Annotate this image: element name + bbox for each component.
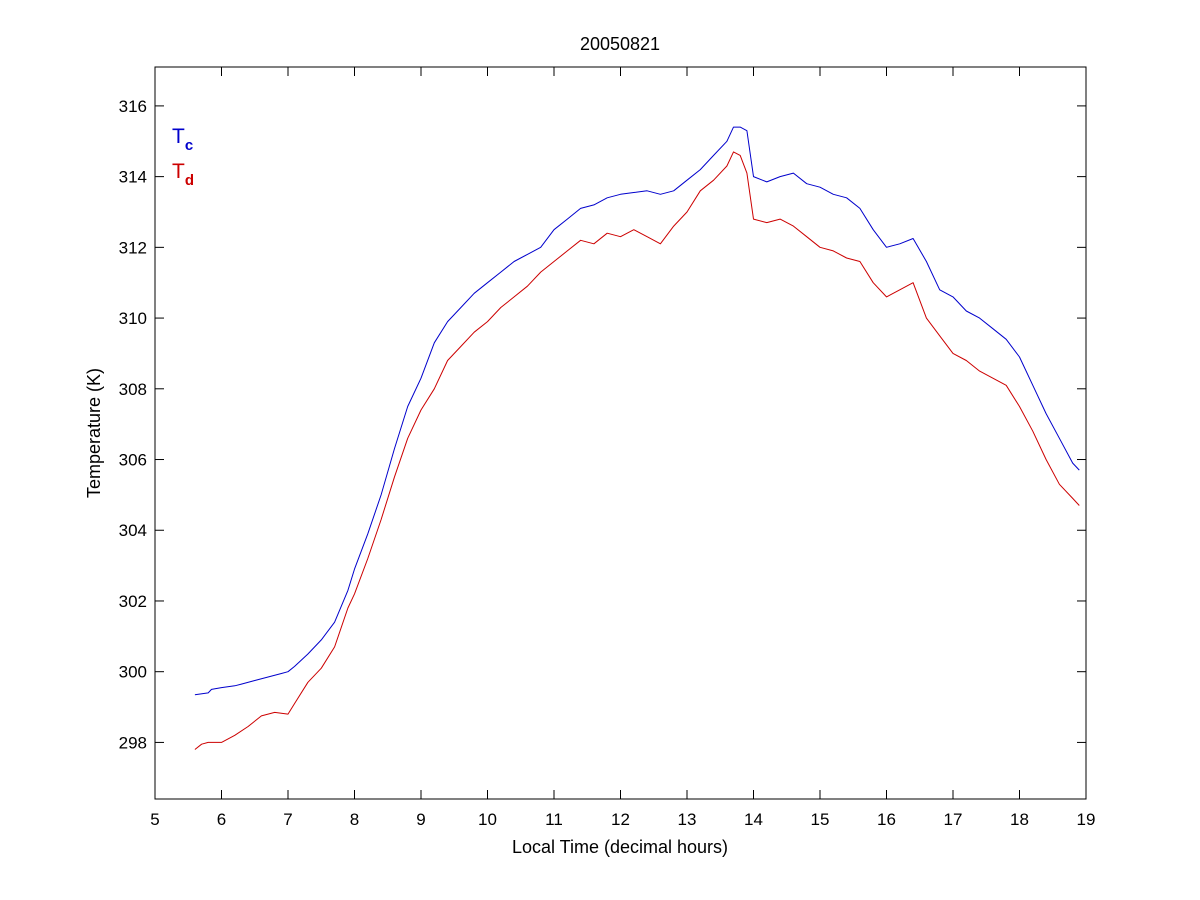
x-tick-label: 10 bbox=[478, 810, 497, 829]
y-tick-label: 310 bbox=[119, 309, 147, 328]
legend-subscript: c bbox=[185, 137, 193, 154]
ticks-layer: 5 6 7 8 9 10 11 12 13 14 15 16 17 18 19 298 300 302 304 306… bbox=[119, 67, 1096, 829]
x-tick-label: 16 bbox=[877, 810, 896, 829]
legend-symbol: T bbox=[172, 160, 185, 183]
x-tick-label: 13 bbox=[678, 810, 697, 829]
y-tick-label: 302 bbox=[119, 592, 147, 611]
legend-symbol: T bbox=[172, 125, 185, 148]
y-tick-label: 308 bbox=[119, 380, 147, 399]
legend-entry-t-c: Tc bbox=[172, 125, 193, 154]
y-tick-label: 298 bbox=[119, 733, 147, 752]
series-line-t-c bbox=[194, 126, 1080, 696]
y-tick-label: 306 bbox=[119, 451, 147, 470]
x-tick-label: 17 bbox=[944, 810, 963, 829]
series-line-t-d bbox=[194, 151, 1080, 750]
x-tick-label: 14 bbox=[744, 810, 763, 829]
chart-title: 20050821 bbox=[580, 34, 660, 54]
y-axis-title: Temperature (K) bbox=[84, 368, 104, 498]
series-layer bbox=[194, 126, 1080, 750]
y-tick-label: 314 bbox=[119, 168, 147, 187]
x-tick-label: 18 bbox=[1010, 810, 1029, 829]
y-tick-label: 304 bbox=[119, 521, 147, 540]
y-tick-label: 300 bbox=[119, 663, 147, 682]
x-tick-label: 19 bbox=[1077, 810, 1096, 829]
legend-subscript: d bbox=[185, 172, 194, 189]
y-tick-label: 312 bbox=[119, 238, 147, 257]
x-tick-label: 5 bbox=[150, 810, 159, 829]
x-tick-label: 6 bbox=[217, 810, 226, 829]
y-tick-label: 316 bbox=[119, 97, 147, 116]
x-tick-label: 9 bbox=[416, 810, 425, 829]
legend-entry-t-d: Td bbox=[172, 160, 194, 189]
x-tick-label: 12 bbox=[611, 810, 630, 829]
x-tick-label: 15 bbox=[811, 810, 830, 829]
x-axis-title: Local Time (decimal hours) bbox=[512, 837, 728, 857]
x-tick-label: 8 bbox=[350, 810, 359, 829]
x-tick-label: 7 bbox=[283, 810, 292, 829]
x-tick-label: 11 bbox=[545, 810, 563, 829]
